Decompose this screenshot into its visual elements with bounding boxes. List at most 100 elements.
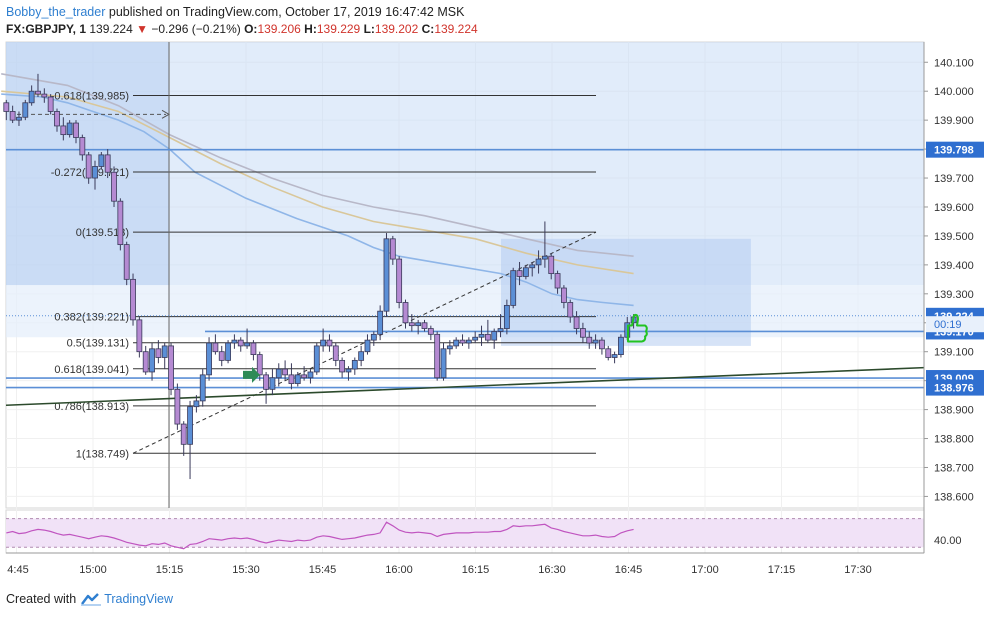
candle-body <box>351 359 358 370</box>
candle-body <box>212 342 219 353</box>
author-link[interactable]: Bobby_the_trader <box>6 5 106 19</box>
price-tick-label: 139.500 <box>934 231 974 243</box>
candle-body <box>294 374 301 384</box>
candle-body <box>592 339 599 344</box>
candle-body <box>415 322 422 327</box>
candle-body <box>117 200 124 246</box>
candle-body <box>364 339 371 353</box>
candle-body <box>377 310 384 335</box>
candle-body <box>85 154 92 179</box>
level-label: 138.976 <box>934 383 974 395</box>
candle-body <box>427 328 434 335</box>
candle-body <box>472 336 479 341</box>
fib-diagonal <box>132 231 597 454</box>
fib-level-label: -0.618(139.985) <box>51 91 129 103</box>
candle-body <box>345 368 352 373</box>
candle-body <box>244 342 250 347</box>
candle-body <box>111 171 117 202</box>
rsi-line <box>6 521 634 550</box>
time-tick-label: 4:45 <box>7 564 28 576</box>
close-value: 139.224 <box>434 22 478 36</box>
candle-body <box>320 339 327 347</box>
candle-body <box>92 166 98 179</box>
candle-body <box>573 316 580 329</box>
candle-body <box>599 339 605 350</box>
countdown-label: 00:19 <box>934 319 962 331</box>
mid-zone <box>6 285 924 338</box>
fibonacci-retracement[interactable]: -0.618(139.985)-0.272(139.721)0(139.513)… <box>10 42 597 508</box>
candle-body <box>567 302 574 318</box>
candle-body <box>199 374 206 402</box>
horizontal-levels[interactable] <box>6 148 924 389</box>
candle-body <box>339 359 346 373</box>
symbol-bar: FX:GBPJPY, 1 139.224 ▼ −0.296 (−0.21%) O… <box>6 21 478 38</box>
tradingview-logo-icon <box>80 592 102 609</box>
candle-body <box>41 93 48 98</box>
time-tick-label: 15:30 <box>232 564 260 576</box>
candle-body <box>541 255 548 260</box>
candle-body <box>446 345 453 350</box>
low-value: 139.202 <box>374 22 419 36</box>
candle-body <box>478 333 485 338</box>
candle-body <box>516 270 523 277</box>
candle-body <box>618 336 624 355</box>
time-tick-label: 15:15 <box>156 564 184 576</box>
fib-level-label: 0(139.513) <box>76 227 129 239</box>
rsi-tick-label: 40.00 <box>934 535 962 547</box>
change-down-icon: ▼ <box>136 22 148 36</box>
candle-body <box>218 351 225 361</box>
price-tick-label: 140.100 <box>934 57 974 69</box>
level-label-bg <box>926 141 984 158</box>
candle-body <box>484 333 491 341</box>
trendlines[interactable] <box>5 366 925 407</box>
tradingview-link[interactable]: TradingView <box>104 592 173 606</box>
candle-body <box>332 345 339 361</box>
candle-body <box>9 111 16 121</box>
candle-body <box>149 348 155 373</box>
fib-level-label: 0.786(138.913) <box>54 401 129 413</box>
fib-level-label: 0.618(139.041) <box>54 364 129 376</box>
time-tick-label: 15:00 <box>79 564 107 576</box>
candle-body <box>104 154 111 173</box>
price-tick-label: 140.000 <box>934 86 974 98</box>
candle-body <box>580 328 586 338</box>
price-tick-label: 139.100 <box>934 347 974 359</box>
price-tick-label: 139.300 <box>934 289 974 301</box>
time-tick-label: 15:45 <box>309 564 337 576</box>
level-label-bg <box>926 379 984 396</box>
candle-body <box>60 125 67 136</box>
candle-body <box>16 116 22 121</box>
candle-body <box>28 90 35 104</box>
close-label: C: <box>421 22 435 36</box>
candle-body <box>548 255 555 274</box>
price-tick-label: 139.700 <box>934 173 974 185</box>
candle-body <box>465 339 472 344</box>
open-label: O: <box>244 22 258 36</box>
candle-body <box>256 354 263 376</box>
symbol-name[interactable]: FX:GBPJPY, 1 <box>6 22 87 36</box>
candle-body <box>421 322 428 329</box>
candle-body <box>491 331 498 341</box>
candle-body <box>269 377 276 390</box>
candle-body <box>510 270 517 306</box>
time-tick-label: 16:15 <box>462 564 490 576</box>
price-tick-label: 138.600 <box>934 491 974 503</box>
candle-body <box>47 96 54 112</box>
time-tick-label: 16:45 <box>615 564 643 576</box>
time-tick-label: 17:30 <box>844 564 872 576</box>
candle-body <box>383 238 390 312</box>
candle-body <box>503 304 510 329</box>
candle-body <box>497 328 504 332</box>
candle-body <box>79 137 86 156</box>
fib-level-label: 0.5(139.131) <box>67 338 129 350</box>
footer: Created with TradingView <box>6 592 173 609</box>
candle-body <box>174 388 181 425</box>
candle-body <box>123 244 130 280</box>
fib-level-label: 0.382(139.221) <box>54 312 129 324</box>
created-with-label: Created with <box>6 592 77 606</box>
candle-body <box>313 345 320 373</box>
candle-body <box>529 264 536 269</box>
candle-body <box>282 368 289 376</box>
candle-body <box>142 351 149 373</box>
